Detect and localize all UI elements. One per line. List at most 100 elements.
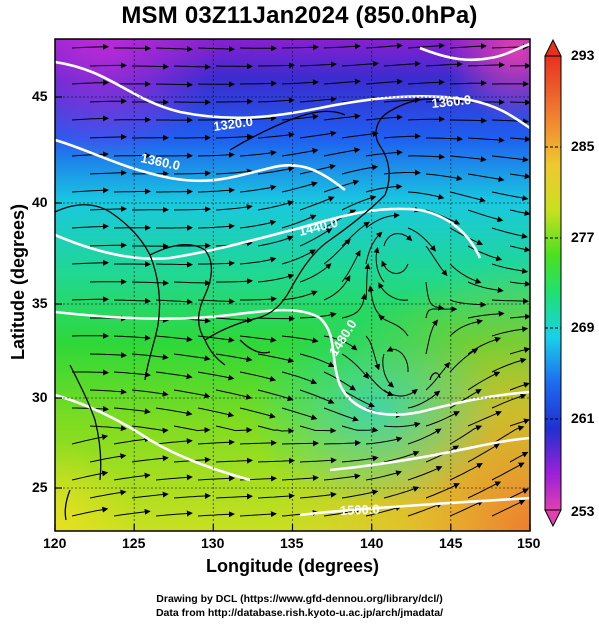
grid-lines [55, 39, 530, 531]
contour-label: 1500.0 [340, 502, 380, 518]
streamline [341, 164, 379, 175]
streamline [71, 434, 109, 445]
streamline [155, 474, 193, 481]
streamline [197, 335, 235, 343]
streamline [491, 425, 525, 445]
streamline [156, 188, 193, 195]
colorbar-tick-label: 269 [571, 319, 595, 335]
streamline [407, 191, 445, 200]
streamline [131, 425, 169, 434]
streamline [257, 97, 295, 104]
streamline [173, 425, 211, 434]
streamline [173, 63, 211, 70]
streamline [323, 407, 359, 422]
streamline [257, 131, 295, 139]
streamline [155, 298, 193, 305]
streamline [323, 78, 361, 85]
streamline [323, 43, 361, 50]
streamline [71, 43, 109, 50]
streamline [281, 113, 319, 121]
streamline [341, 195, 377, 211]
streamline [257, 353, 295, 364]
streamline [155, 81, 193, 88]
streamline [131, 279, 169, 286]
streamline [71, 470, 109, 481]
streamline [197, 298, 235, 305]
streamline [131, 455, 169, 463]
streamline [71, 187, 109, 194]
streamline [239, 335, 277, 343]
streamline [407, 79, 445, 86]
y-tick-label: 25 [32, 479, 48, 495]
streamline [407, 428, 442, 445]
streamline [71, 223, 109, 230]
streamline [381, 260, 409, 275]
streamline [491, 298, 529, 305]
colorbar-tick-label: 253 [571, 503, 595, 519]
streamline [131, 491, 169, 499]
colorbar-tick-label: 285 [571, 138, 595, 154]
streamline [113, 188, 151, 195]
streamline [299, 263, 332, 283]
streamline [281, 474, 319, 481]
streamline [113, 334, 151, 341]
streamline [509, 209, 530, 216]
streamline [239, 115, 277, 122]
streamline [341, 353, 370, 379]
streamline [89, 98, 127, 105]
streamline [113, 371, 151, 378]
streamline [216, 98, 253, 105]
streamline [240, 80, 277, 87]
streamline [197, 439, 235, 446]
streamline [197, 511, 235, 518]
streamline [449, 500, 484, 517]
streamline [215, 457, 253, 464]
streamline [426, 135, 463, 142]
streamline [281, 181, 318, 193]
streamline [491, 227, 528, 239]
streamline [113, 407, 151, 415]
streamline [89, 169, 127, 176]
streamline [383, 133, 421, 140]
streamline [341, 389, 375, 408]
streamline [365, 231, 383, 265]
streamline [491, 155, 529, 163]
streamline [239, 407, 276, 419]
streamline [449, 389, 482, 409]
streamline [509, 173, 530, 180]
streamline [197, 475, 235, 482]
streamline [365, 183, 403, 193]
streamline [425, 173, 463, 182]
streamline [281, 335, 319, 344]
chart-title: MSM 03Z11Jan2024 (850.0hPa) [121, 2, 478, 29]
streamline [509, 99, 530, 106]
streamline [299, 353, 335, 367]
streamline [173, 280, 211, 286]
colorbar [544, 38, 562, 528]
streamline [383, 60, 421, 67]
streamline [257, 425, 295, 434]
streamline [323, 238, 351, 265]
streamline [449, 155, 487, 163]
streamline [281, 249, 316, 265]
streamline [155, 335, 193, 343]
streamline [407, 42, 445, 49]
streamline [173, 389, 211, 399]
streamline [257, 457, 295, 464]
streamline [425, 319, 439, 355]
streamline [449, 318, 483, 337]
y-tick-label: 40 [32, 194, 48, 210]
credit-data: Data from http://database.rish.kyoto-u.a… [155, 607, 444, 619]
y-tick-label: 45 [32, 88, 48, 104]
streamline [257, 493, 295, 500]
x-tick-label: 120 [43, 535, 67, 551]
streamline [257, 235, 294, 247]
streamline [257, 273, 295, 283]
streamline [71, 115, 109, 122]
streamline [155, 46, 193, 53]
streamline [281, 440, 319, 447]
streamline [491, 326, 529, 337]
streamline [299, 457, 337, 464]
streamline [491, 357, 527, 373]
streamline [281, 79, 319, 86]
